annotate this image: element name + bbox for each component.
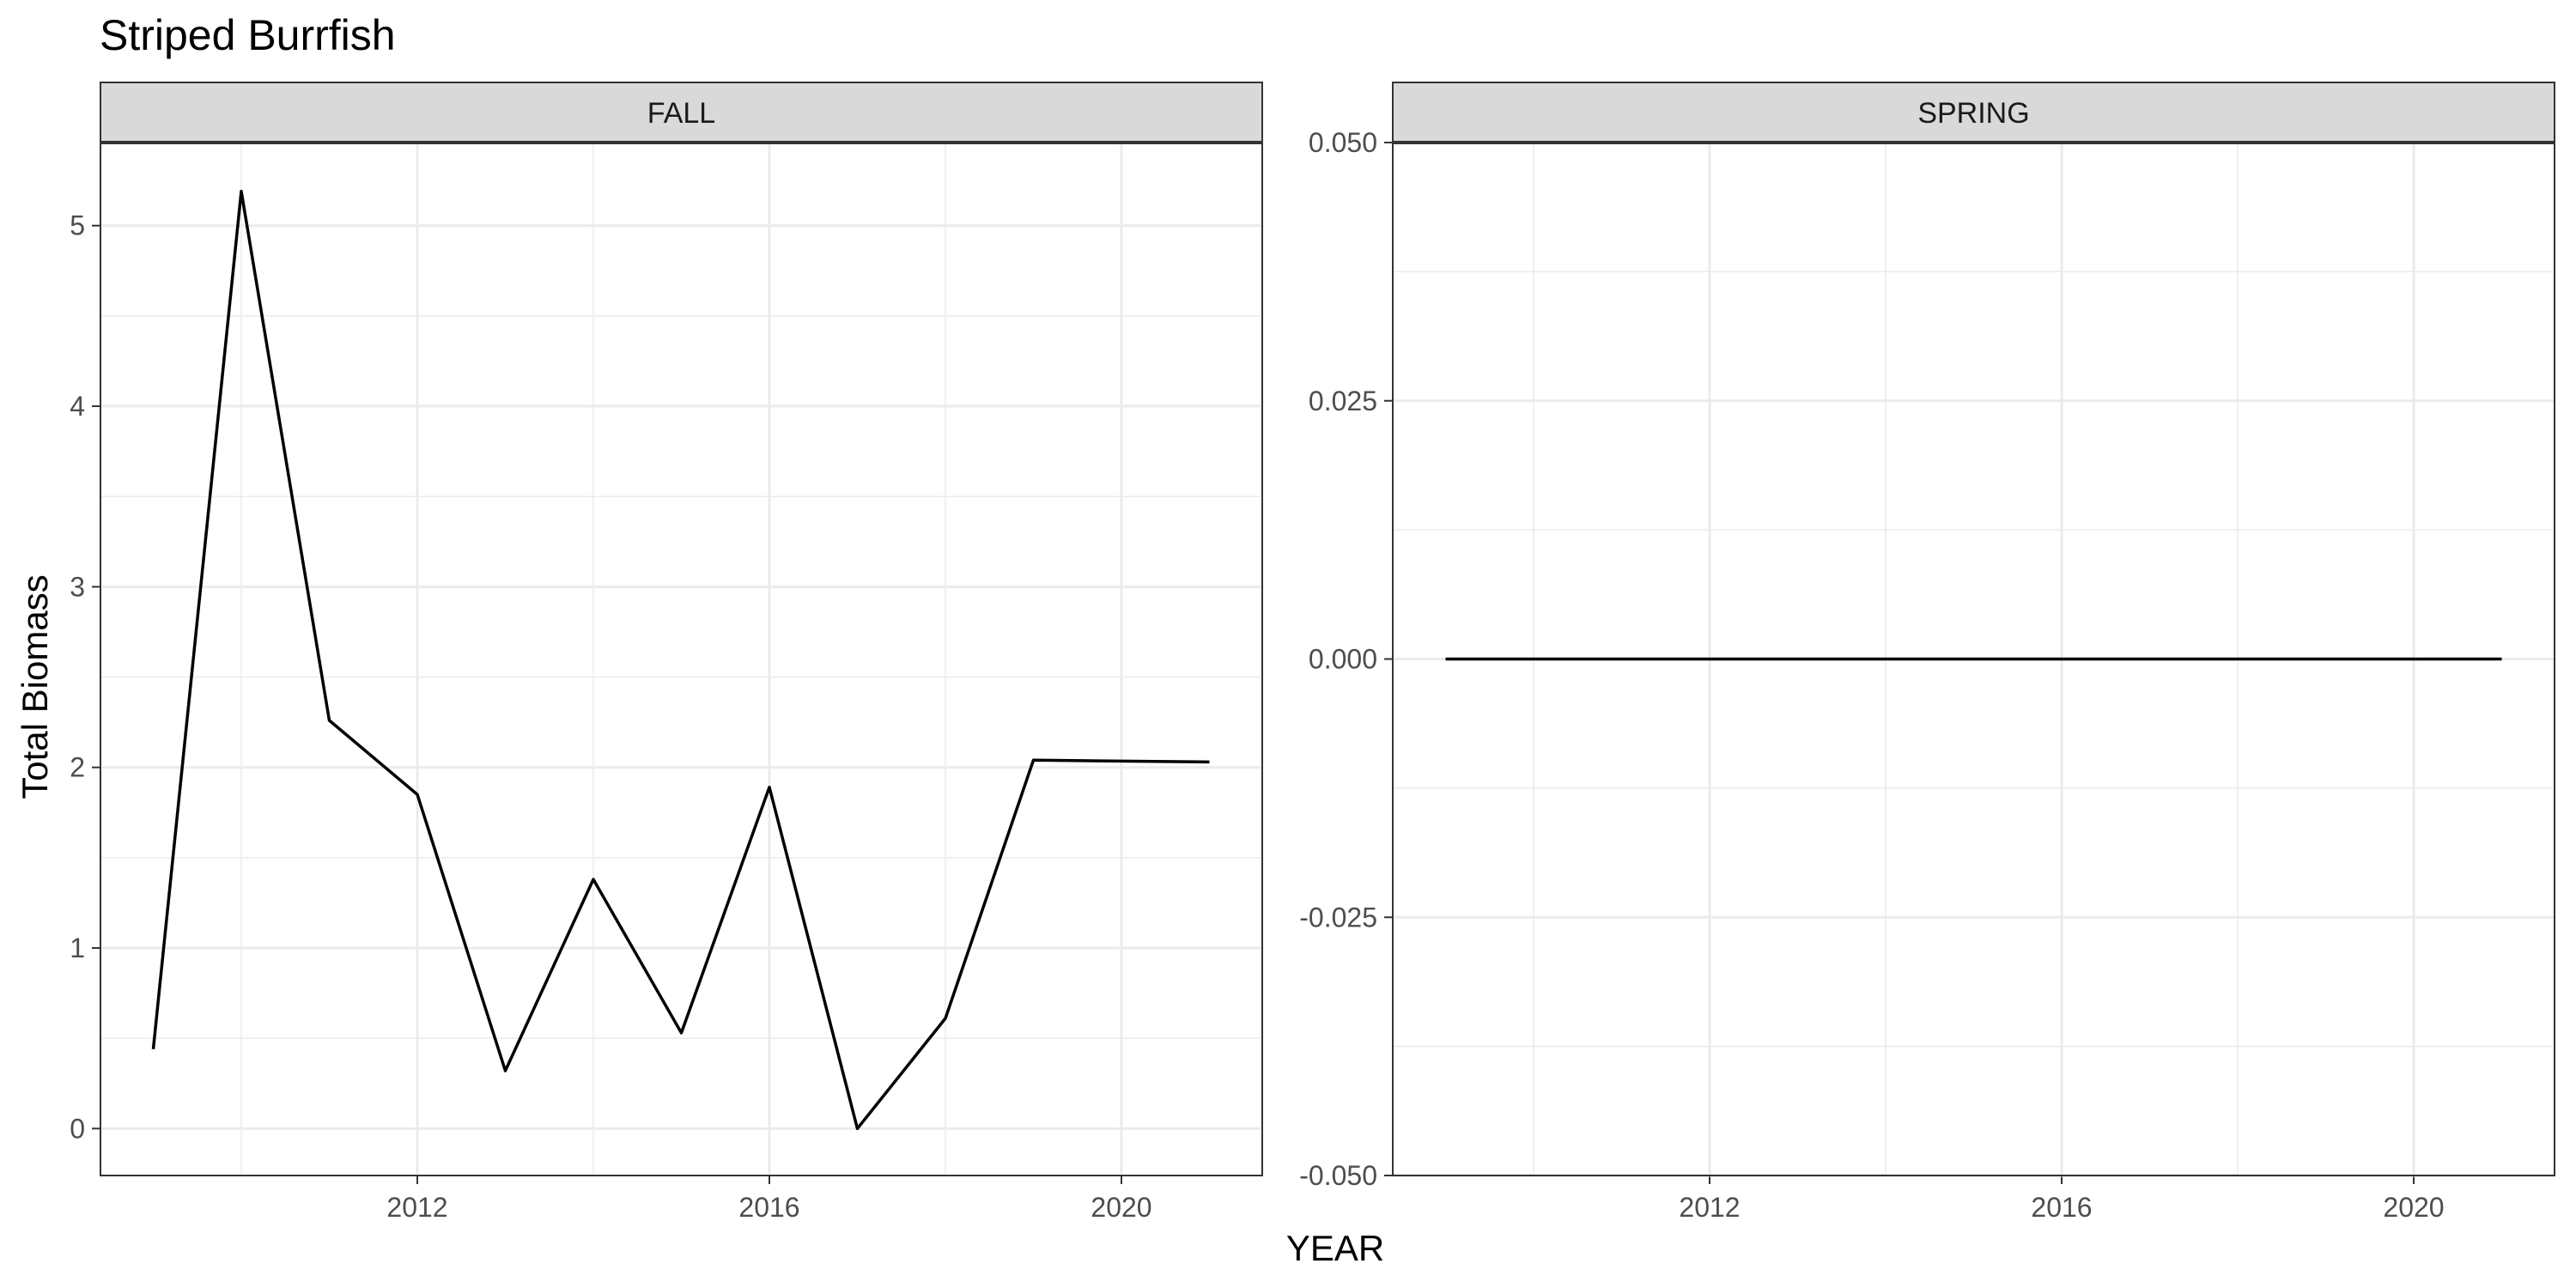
facet-label: SPRING	[1917, 97, 2029, 130]
y-tick-label: 0.000	[1309, 644, 1377, 675]
panel-spring: 2012 2016 2020 -0.050 -0.025 0.000 0.025 0.050 S…	[1299, 82, 2555, 1223]
y-tick-label: 2	[70, 752, 85, 783]
y-tick-label: -0.025	[1299, 902, 1377, 933]
x-tick-label: 2016	[2031, 1192, 2092, 1223]
panels: 2012 2016 2020 0 1 2 3 4 5 FALL 2012 2016 2020 -0.050…	[70, 82, 2555, 1223]
y-tick-label: 1	[70, 933, 85, 963]
facet-strip	[100, 82, 1263, 143]
panel-background	[100, 143, 1262, 1176]
series-line	[151, 190, 1210, 1131]
x-tick-label: 2012	[386, 1192, 447, 1223]
y-tick-label: 4	[70, 391, 85, 422]
y-tick-label: 0.025	[1309, 386, 1377, 416]
facet-label: FALL	[647, 97, 715, 130]
facet-strip	[1392, 82, 2555, 143]
panel-fall: 2012 2016 2020 0 1 2 3 4 5 FALL	[70, 82, 1263, 1223]
y-tick-label: 5	[70, 210, 85, 241]
chart-title: Striped Burrfish	[100, 11, 396, 59]
y-tick-label: 0	[70, 1113, 85, 1144]
y-axis-title: Total Biomass	[15, 574, 55, 799]
y-tick-label: 3	[70, 571, 85, 602]
x-tick-label: 2012	[1679, 1192, 1740, 1223]
x-axis-title: YEAR	[1286, 1228, 1384, 1268]
x-tick-label: 2020	[1091, 1192, 1151, 1223]
y-tick-label: -0.050	[1299, 1160, 1377, 1191]
x-tick-label: 2016	[738, 1192, 799, 1223]
x-tick-label: 2020	[2383, 1192, 2444, 1223]
y-tick-label: 0.050	[1309, 127, 1377, 158]
